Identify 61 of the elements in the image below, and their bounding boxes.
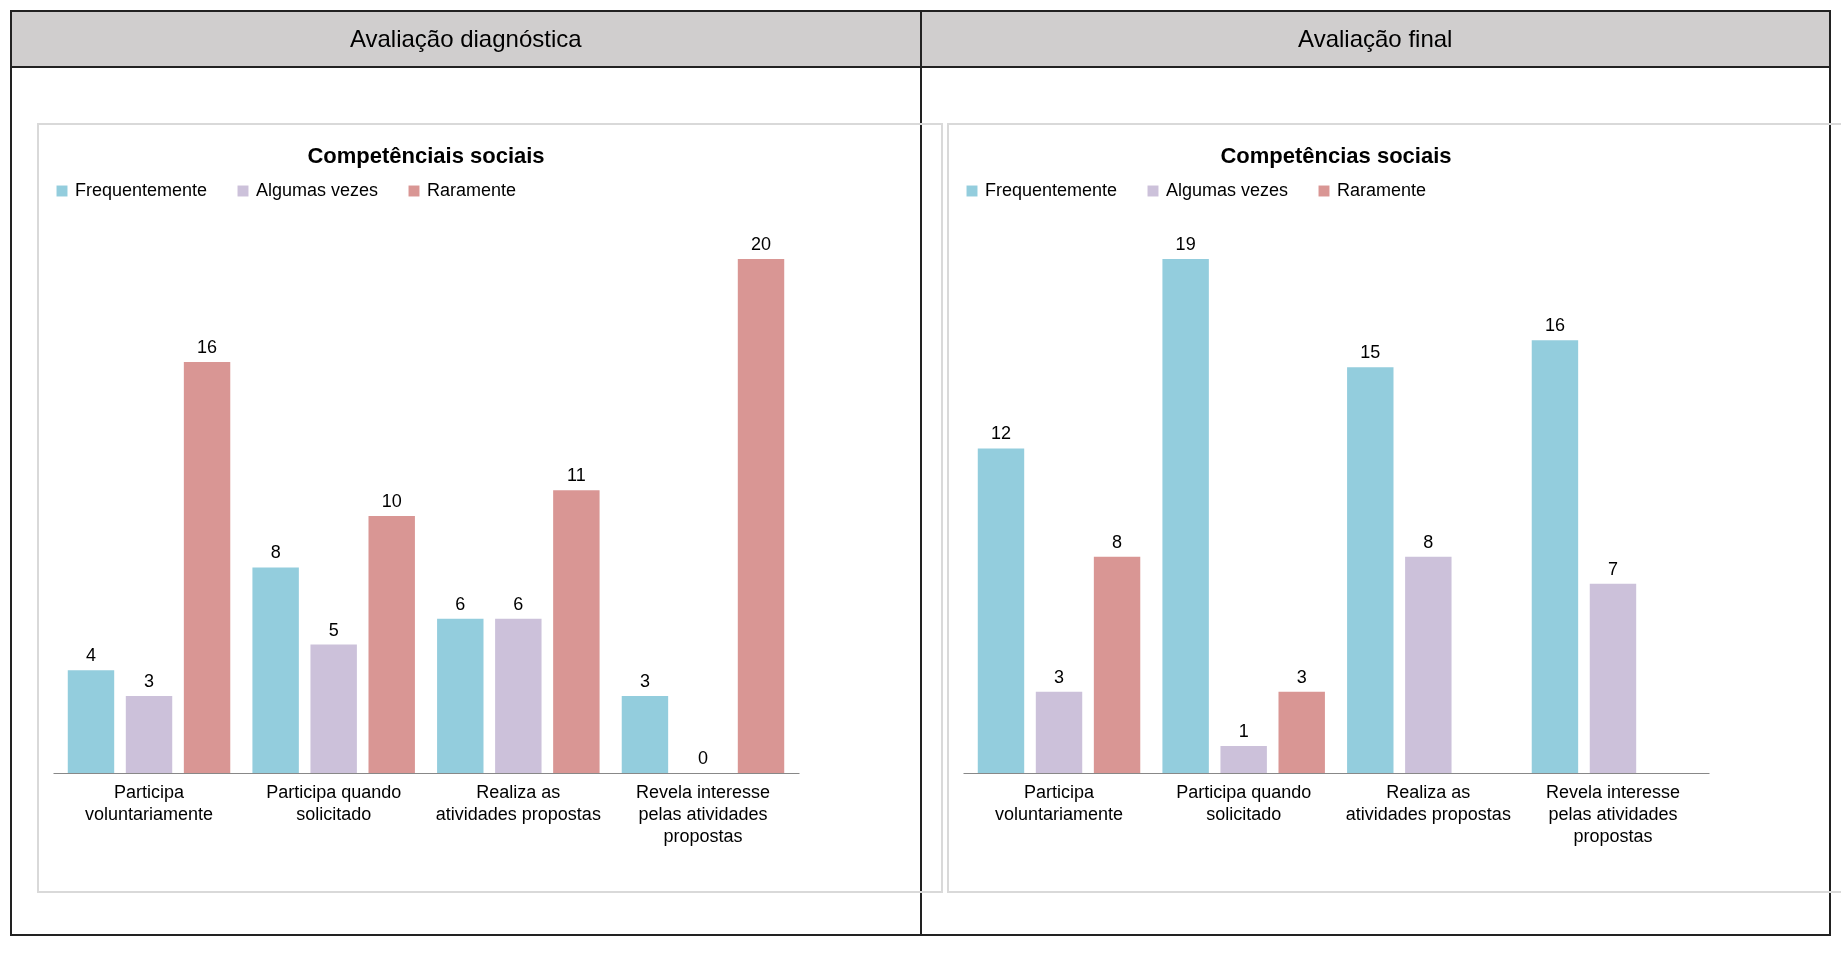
data-label: 7 [1607, 558, 1618, 579]
x-tick-label: Participa voluntariamente [994, 781, 1123, 824]
bar [977, 448, 1024, 773]
bar [67, 670, 115, 773]
chart-title: Competênciais sociais [307, 143, 545, 168]
bar [437, 618, 484, 773]
data-label: 3 [1053, 666, 1064, 687]
data-label: 19 [1175, 234, 1196, 255]
bar [125, 695, 173, 773]
data-label: 15 [1359, 342, 1380, 363]
bar [553, 490, 600, 773]
data-label: 4 [85, 645, 96, 666]
data-label: 6 [455, 593, 466, 614]
bar [621, 695, 669, 773]
x-tick-label: Realiza as atividades propostas [435, 781, 601, 824]
data-label: 16 [197, 336, 218, 357]
data-label: 3 [639, 670, 650, 691]
legend-label: Raramente [427, 180, 517, 200]
bar [1035, 691, 1082, 773]
data-label: 5 [328, 619, 339, 640]
data-label: 11 [567, 465, 586, 486]
bar [1219, 745, 1267, 773]
text: Avaliação diagnóstica [11, 11, 921, 67]
data-label: 3 [1296, 666, 1307, 687]
data-label: 8 [270, 542, 281, 563]
data-label: 12 [990, 423, 1011, 444]
bar [1589, 583, 1636, 773]
legend-label: Frequentemente [984, 180, 1117, 200]
bar [737, 259, 785, 773]
bar [1346, 367, 1394, 773]
bar [1531, 340, 1578, 773]
data-label: 10 [381, 491, 402, 512]
bar [495, 618, 542, 773]
bar [310, 644, 357, 773]
data-label: 16 [1544, 315, 1565, 336]
legend-label: Frequentemente [75, 180, 208, 200]
data-label: 3 [144, 670, 155, 691]
bar [1093, 556, 1140, 773]
data-label: 6 [513, 593, 524, 614]
x-tick-label: Revela interesse pelas atividades propostas [635, 781, 771, 846]
legend-label: Algumas vezes [1165, 180, 1288, 200]
legend-label: Raramente [1336, 180, 1426, 200]
bar [368, 516, 415, 773]
text: Avaliação final [920, 11, 1830, 67]
data-label: 8 [1422, 531, 1433, 552]
x-tick-label: Participa quando solicitado [1175, 781, 1311, 824]
bar [1404, 556, 1452, 773]
data-label: 0 [697, 748, 708, 768]
bar [183, 361, 231, 773]
x-tick-label: Realiza as atividades propostas [1345, 781, 1511, 824]
bar [1161, 259, 1209, 773]
data-label: 20 [751, 234, 772, 255]
x-tick-label: Participa voluntariamente [84, 781, 214, 824]
x-tick-label: Participa quando solicitado [266, 781, 402, 824]
x-tick-label: Revela interesse pelas atividades propostas [1545, 781, 1680, 846]
bar [252, 567, 299, 773]
legend-label: Algumas vezes [256, 180, 379, 200]
bar [1277, 691, 1325, 773]
data-label: 1 [1238, 720, 1249, 741]
data-label: 8 [1111, 531, 1122, 552]
chart-title: Competências sociais [1219, 143, 1452, 168]
